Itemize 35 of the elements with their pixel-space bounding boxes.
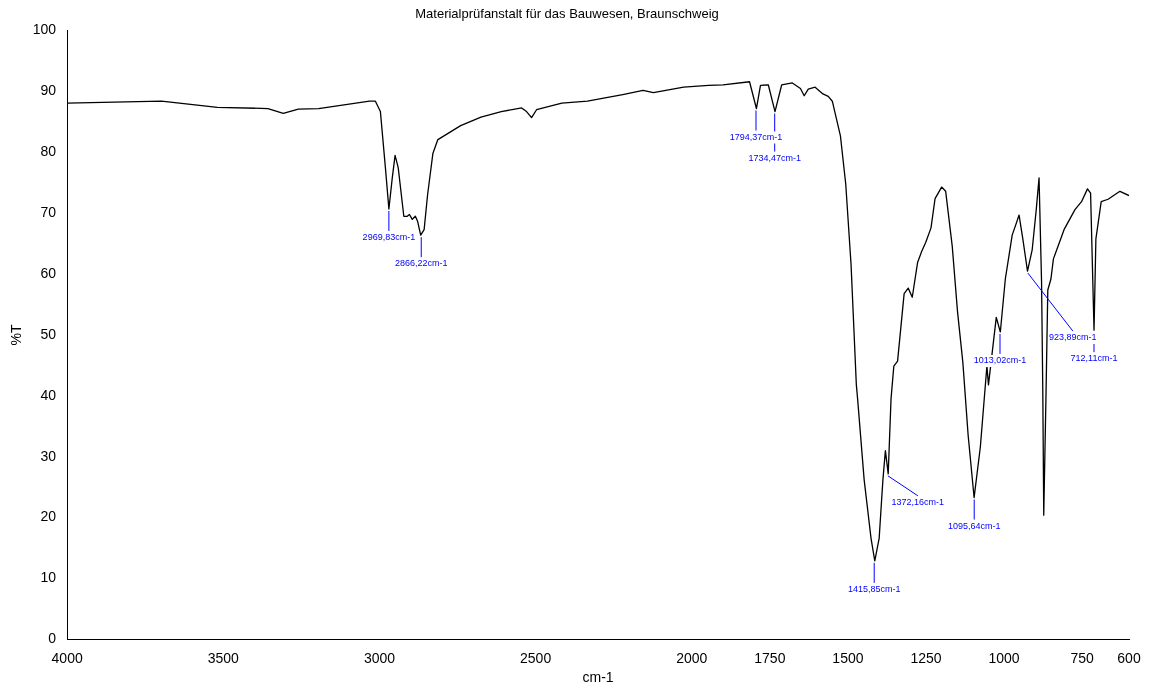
x-tick-label: 1500 bbox=[832, 649, 864, 666]
y-axis-title: %T bbox=[8, 324, 25, 346]
x-tick-label: 2000 bbox=[676, 649, 708, 666]
y-tick-label: 90 bbox=[40, 82, 57, 99]
annotation: 1415,85cm-1 bbox=[847, 583, 901, 594]
annotation: 712,11cm-1 bbox=[1070, 353, 1118, 364]
annotation: 923,89cm-1 bbox=[1049, 332, 1097, 343]
y-tick-label: 20 bbox=[40, 508, 57, 525]
x-tick-label: 600 bbox=[1117, 649, 1141, 666]
x-tick-label: 2500 bbox=[520, 649, 552, 666]
x-tick-label: 750 bbox=[1070, 649, 1095, 666]
x-tick-label: 1750 bbox=[754, 649, 786, 666]
y-tick-label: 80 bbox=[40, 143, 57, 160]
annotation: 2866,22cm-1 bbox=[394, 258, 448, 269]
y-tick-label: 50 bbox=[40, 325, 57, 342]
x-tick-label: 3000 bbox=[363, 649, 396, 666]
y-tick-label: 100 bbox=[32, 21, 57, 38]
y-tick-label: 0 bbox=[48, 630, 57, 647]
y-tick-label: 40 bbox=[40, 386, 57, 403]
annotation: 1794,37cm-1 bbox=[729, 131, 783, 142]
x-tick-label: 1000 bbox=[988, 649, 1020, 666]
chart-title: Materialprüfanstalt für das Bauwesen, Braunschweig bbox=[415, 6, 719, 22]
y-tick-label: 30 bbox=[40, 447, 57, 464]
annotation: 1372,16cm-1 bbox=[891, 496, 945, 507]
x-tick-label: 4000 bbox=[51, 649, 83, 666]
x-axis-title: cm-1 bbox=[582, 669, 614, 686]
annotation: 1095,64cm-1 bbox=[947, 520, 1001, 531]
annotation: 2969,83cm-1 bbox=[362, 231, 416, 242]
annotation: 1013,02cm-1 bbox=[973, 354, 1027, 365]
x-tick-label: 3500 bbox=[207, 649, 240, 666]
y-tick-label: 70 bbox=[40, 204, 57, 221]
y-tick-label: 10 bbox=[40, 569, 57, 586]
annotation: 1734,47cm-1 bbox=[748, 152, 801, 163]
x-tick-label: 1250 bbox=[910, 649, 942, 666]
y-tick-label: 60 bbox=[40, 264, 57, 281]
